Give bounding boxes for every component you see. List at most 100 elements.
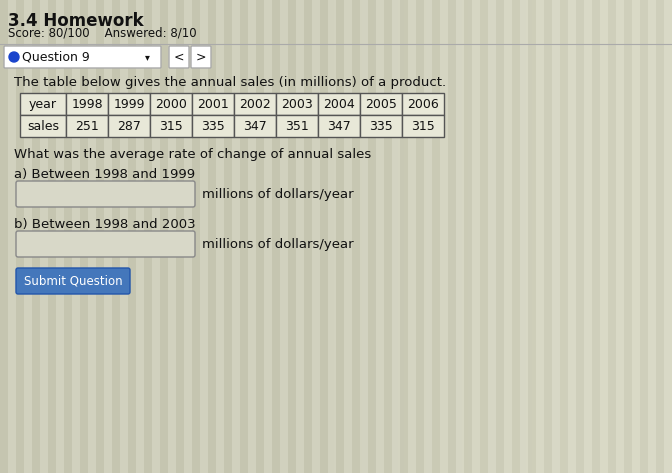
Text: 315: 315 (411, 120, 435, 132)
Bar (520, 0, 522, 473)
Bar (406, 0, 408, 473)
Bar (318, 93, 360, 115)
Bar (638, 0, 640, 473)
Bar (272, 0, 280, 473)
Bar (658, 0, 660, 473)
Bar (586, 0, 588, 473)
Bar (416, 0, 424, 473)
Bar (616, 0, 618, 473)
Bar (56, 0, 64, 473)
Bar (96, 0, 104, 473)
Bar (330, 0, 332, 473)
Bar (432, 0, 434, 473)
Bar (614, 0, 616, 473)
Bar (594, 0, 596, 473)
Bar (152, 0, 160, 473)
Bar (506, 0, 508, 473)
Bar (340, 0, 342, 473)
Bar (626, 0, 628, 473)
Bar (72, 0, 80, 473)
Bar (332, 0, 334, 473)
Bar (442, 0, 444, 473)
Bar (300, 0, 302, 473)
Bar (248, 0, 256, 473)
Bar (472, 0, 474, 473)
Bar (542, 0, 544, 473)
Bar (574, 0, 576, 473)
Bar (306, 0, 308, 473)
Bar (656, 0, 664, 473)
Bar (404, 0, 406, 473)
Bar (516, 0, 518, 473)
Text: ▾: ▾ (145, 52, 150, 62)
Bar (474, 0, 476, 473)
Text: millions of dollars/year: millions of dollars/year (202, 237, 353, 251)
Bar (310, 0, 312, 473)
Text: <: < (174, 51, 184, 63)
Bar (192, 0, 200, 473)
Bar (552, 0, 560, 473)
Bar (566, 0, 568, 473)
Bar (640, 0, 648, 473)
Text: What was the average rate of change of annual sales: What was the average rate of change of a… (14, 148, 371, 161)
Bar (276, 115, 318, 137)
Bar (514, 0, 516, 473)
Bar (644, 0, 646, 473)
Bar (108, 115, 150, 137)
Text: 2006: 2006 (407, 97, 439, 111)
Bar (402, 115, 444, 137)
Bar (400, 0, 402, 473)
Bar (584, 0, 586, 473)
Bar (352, 0, 354, 473)
Bar (532, 0, 534, 473)
Bar (280, 0, 288, 473)
Bar (342, 0, 344, 473)
Text: year: year (29, 97, 57, 111)
Text: 347: 347 (327, 120, 351, 132)
Text: 3.4 Homework: 3.4 Homework (8, 12, 144, 30)
Bar (620, 0, 622, 473)
Bar (488, 0, 496, 473)
Bar (388, 0, 390, 473)
Bar (504, 0, 512, 473)
Bar (660, 0, 662, 473)
Bar (608, 0, 610, 473)
Bar (546, 0, 548, 473)
Bar (120, 0, 128, 473)
Bar (640, 0, 642, 473)
Text: sales: sales (27, 120, 59, 132)
Bar (192, 93, 234, 115)
Bar (450, 0, 452, 473)
Bar (468, 0, 470, 473)
Bar (334, 0, 336, 473)
Bar (324, 0, 326, 473)
Bar (150, 115, 192, 137)
Bar (604, 0, 606, 473)
Bar (312, 0, 320, 473)
Bar (326, 0, 328, 473)
Bar (276, 93, 318, 115)
Bar (536, 0, 538, 473)
Bar (216, 0, 224, 473)
Bar (456, 0, 458, 473)
Text: 2000: 2000 (155, 97, 187, 111)
Bar (592, 0, 594, 473)
Bar (108, 93, 150, 115)
Bar (648, 0, 650, 473)
Bar (304, 0, 306, 473)
Bar (438, 0, 440, 473)
Bar (552, 0, 554, 473)
Bar (64, 0, 72, 473)
Bar (522, 0, 524, 473)
Bar (538, 0, 540, 473)
Bar (368, 0, 376, 473)
Bar (224, 0, 232, 473)
Bar (524, 0, 526, 473)
Bar (582, 0, 584, 473)
Bar (400, 0, 408, 473)
Text: 251: 251 (75, 120, 99, 132)
Bar (66, 115, 108, 137)
Text: 335: 335 (201, 120, 225, 132)
Bar (66, 93, 108, 115)
Bar (380, 0, 382, 473)
